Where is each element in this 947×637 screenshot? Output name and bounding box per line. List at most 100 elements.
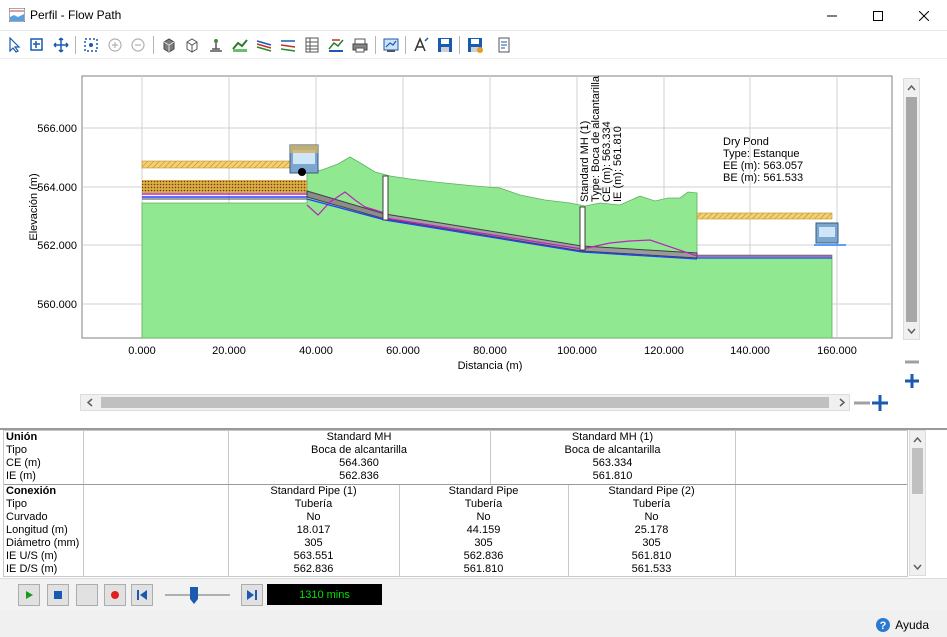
minimize-icon [827,15,837,16]
x-tick-2: 40.000 [299,345,333,357]
grid-scroll-down-icon [913,564,922,571]
table-icon[interactable] [302,35,322,55]
conduit-header-row: Conexión Standard Pipe (1) Standard Pipe… [4,485,907,498]
svg-text:?: ? [880,620,887,632]
conduit-curved-row: Curvado No No No [6,511,659,523]
profile-lines-icon[interactable] [254,35,274,55]
pause-button[interactable] [76,584,98,606]
profile-lines-2-icon[interactable] [278,35,298,55]
zoom-in-v-icon [905,374,919,388]
horizontal-zoom-controls[interactable] [852,394,892,412]
wireframe-icon[interactable] [182,35,202,55]
x-tick-0: 0.000 [128,345,156,357]
x-tick-7: 140.000 [730,345,770,357]
pan-icon[interactable] [51,35,71,55]
vertical-zoom-controls[interactable] [903,344,921,392]
y-tick-2: 562.000 [37,240,77,252]
svg-text:BE (m): 561.533: BE (m): 561.533 [723,172,803,184]
label-icon[interactable] [206,35,226,55]
zoom-in-icon[interactable] [105,35,125,55]
conduit-2-name: Standard Pipe [448,485,519,497]
text-icon[interactable] [411,35,431,55]
junction-2-name: Standard MH (1) [571,431,654,443]
zoom-extents-icon[interactable] [81,35,101,55]
chart-options-icon[interactable] [381,35,401,55]
grid-vertical-scrollbar[interactable] [909,430,926,576]
save-icon[interactable] [435,35,455,55]
slider-thumb [190,587,198,604]
forward-icon [247,590,257,600]
time-display: 1310 mins [267,584,382,605]
print-icon[interactable] [350,35,370,55]
zoom-in-h-icon [872,395,888,411]
svg-text:Type: Estanque: Type: Estanque [723,148,799,160]
title-bar: Perfil - Flow Path [0,0,947,31]
ground-surface [141,156,833,339]
grid-scroll-thumb[interactable] [912,448,923,494]
play-button[interactable] [18,584,40,606]
panel-splitter[interactable] [0,428,947,430]
svg-text:CE (m): 563.334: CE (m): 563.334 [601,121,613,202]
pointer-icon[interactable] [5,35,25,55]
chart-horizontal-scrollbar[interactable] [80,394,850,411]
help-icon: ? [876,618,891,632]
grid-scroll-up-icon [913,436,922,443]
play-icon [26,591,33,599]
junction-ce-row: CE (m) 564.360 563.334 [6,457,633,469]
conduit-diameter-row: Diámetro (mm) 305 305 305 [6,537,661,549]
scroll-up-icon [907,84,916,91]
junction-1-name: Standard MH [326,431,392,443]
mh1-annotation: Standard MH (1) Type: Boca de alcantaril… [579,75,624,202]
export-icon[interactable] [494,35,514,55]
profile-data-grid: Unión Standard MH Standard MH (1) Tipo B… [3,430,908,577]
record-button[interactable] [104,584,126,606]
vertical-scroll-thumb[interactable] [906,97,917,322]
y-tick-3: 560.000 [37,299,77,311]
junction-ie-row: IE (m) 562.836 561.810 [6,470,633,482]
y-axis-label: Elevación (m) [28,173,40,240]
window-title: Perfil - Flow Path [30,8,122,22]
stop-icon [54,591,62,599]
help-button[interactable]: ? Ayuda [875,617,929,633]
stop-button[interactable] [47,584,69,606]
horizontal-scroll-thumb[interactable] [101,397,829,408]
manhole-1 [382,175,389,221]
conduit-type-row: Tipo Tubería Tubería Tubería [6,498,671,510]
existing-hatch [142,180,307,193]
close-icon [919,10,929,21]
save-as-icon[interactable] [465,35,485,55]
right-pond-top [696,212,833,220]
junction-type-row: Tipo Boca de alcantarilla Boca de alcant… [6,444,661,456]
chart-vertical-scrollbar[interactable] [903,78,920,340]
y-tick-1: 564.000 [37,182,77,194]
scroll-right-icon [839,398,846,407]
svg-text:EE (m): 563.057: EE (m): 563.057 [723,160,803,172]
time-slider[interactable] [160,584,235,606]
outlet-structure-icon [814,222,846,246]
rewind-icon [137,590,147,600]
svg-text:Standard MH (1): Standard MH (1) [579,121,591,202]
3d-view-icon[interactable] [159,35,179,55]
zoom-out-icon[interactable] [128,35,148,55]
zoom-window-icon[interactable] [27,35,47,55]
conduit-3-name: Standard Pipe (2) [608,485,695,497]
pond-annotation: Dry Pond Type: Estanque EE (m): 563.057 … [723,136,803,184]
x-axis-label: Distancia (m) [458,360,523,372]
svg-text:Dry Pond: Dry Pond [723,136,769,148]
fast-forward-button[interactable] [241,584,263,606]
scroll-down-icon [907,328,916,335]
minimize-button[interactable] [809,0,855,31]
profile-chart-area: 566.000 564.000 562.000 560.000 0.000 20… [0,60,947,428]
maximize-icon [873,10,883,21]
close-button[interactable] [901,0,947,31]
annotations-icon[interactable] [326,35,346,55]
svg-text:Type: Boca de alcantarilla: Type: Boca de alcantarilla [590,75,602,202]
hgl-icon[interactable] [230,35,250,55]
record-icon [111,591,119,599]
hgl-line [306,191,698,257]
rewind-button[interactable] [131,584,153,606]
maximize-button[interactable] [855,0,901,31]
svg-text:IE (m): 561.810: IE (m): 561.810 [612,126,624,202]
left-pond-top [141,160,293,169]
x-tick-1: 20.000 [212,345,246,357]
